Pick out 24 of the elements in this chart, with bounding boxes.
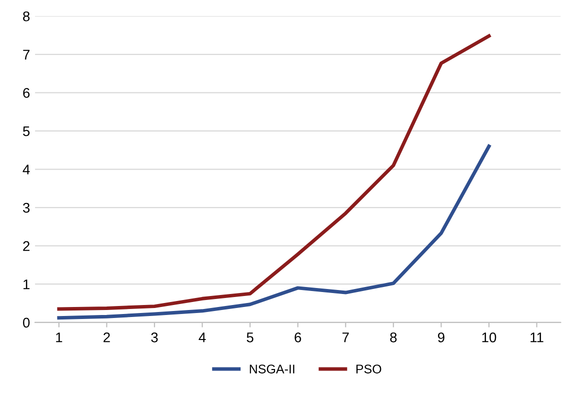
x-tick-label: 1: [56, 332, 62, 342]
line-series: [57, 144, 491, 320]
x-tick-label: 2: [104, 332, 110, 342]
y-tick-label: 4: [22, 164, 30, 174]
y-tick-label: 3: [22, 202, 30, 213]
x-tick-label: 10: [482, 332, 496, 342]
y-tick-label: 5: [23, 126, 30, 136]
y-tick-label: 2: [23, 241, 30, 251]
x-tick-label: 7: [342, 332, 349, 342]
x-tick-label: 3: [151, 332, 158, 342]
legend-label: PSO: [356, 364, 382, 374]
y-tick-label: 8: [23, 11, 30, 22]
x-tick-label: 6: [294, 332, 302, 342]
x-tick-label: 4: [198, 332, 206, 342]
x-tick-label: 9: [438, 332, 444, 342]
legend-label: NSGA-II: [250, 364, 294, 374]
y-tick-label: 0: [23, 318, 30, 328]
x-tick-label: 8: [390, 332, 397, 342]
line-series: [57, 34, 491, 311]
y-tick-label: 1: [24, 280, 30, 290]
x-tick-label: 5: [246, 332, 254, 342]
y-tick-label: 7: [23, 50, 30, 60]
x-tick-label: 11: [530, 332, 544, 342]
y-tick-label: 6: [23, 88, 30, 98]
